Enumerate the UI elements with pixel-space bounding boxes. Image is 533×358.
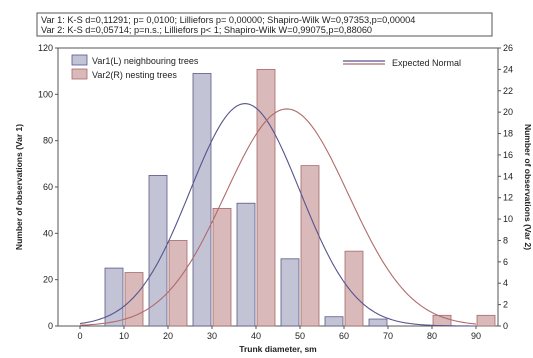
y-axis-left-title: Number of observations (Var 1)	[14, 124, 24, 250]
y-right-tick-label: 18	[503, 129, 513, 139]
stats-box-frame	[36, 12, 493, 37]
y-right-tick-label: 10	[503, 214, 513, 224]
y-right-tick-label: 12	[503, 193, 513, 203]
bar-var1	[368, 318, 388, 327]
x-tick-label: 70	[383, 331, 393, 341]
plot-area-frame	[57, 47, 499, 327]
bar-var2	[300, 165, 320, 327]
x-tick-label: 80	[427, 331, 437, 341]
y-axis-right-title: Number of observations (Var 2)	[523, 124, 533, 250]
y-right-tick-label: 24	[503, 64, 513, 74]
legend-label-var2: Var2(R) nesting trees	[92, 70, 177, 80]
bar-var2	[168, 240, 188, 327]
y-right-tick-label: 0	[503, 321, 508, 331]
y-left-tick-label: 20	[43, 275, 53, 285]
y-right-tick-label: 8	[503, 235, 508, 245]
bar-var1	[236, 202, 256, 327]
legend-swatch-var2	[71, 68, 88, 80]
y-left-tick-label: 60	[43, 182, 53, 192]
bar-var1	[192, 73, 212, 327]
y-left-tick-label: 40	[43, 228, 53, 238]
y-right-tick-label: 2	[503, 300, 508, 310]
y-right-tick-label: 22	[503, 86, 513, 96]
axes: 0 10 20 30 40 50 60 70 80 90020406080100120024681…	[38, 43, 513, 341]
bar-var1	[104, 267, 124, 327]
x-tick-label: 10	[119, 331, 129, 341]
x-tick-label: 0	[77, 331, 82, 341]
normal-curve-var2	[79, 108, 477, 326]
x-tick-label: 40	[251, 331, 261, 341]
y-right-tick-label: 14	[503, 171, 513, 181]
y-right-tick-label: 20	[503, 107, 513, 117]
y-left-tick-label: 0	[48, 321, 53, 331]
bar-var2	[212, 207, 232, 327]
y-right-tick-label: 4	[503, 278, 508, 288]
legend-swatch-var1	[71, 54, 88, 66]
stats-line-var1: Var 1: K-S d=0,11291; p= 0,0100; Lillief…	[41, 15, 415, 25]
y-right-tick-label: 6	[503, 257, 508, 267]
bar-series	[104, 68, 496, 327]
stats-line-var2: Var 2: K-S d=0,05714; p=n.s.; Lilliefors…	[41, 25, 372, 35]
normal-curve-var1	[79, 103, 476, 327]
x-axis-title: Trunk diameter, sm	[239, 344, 317, 354]
x-tick-label: 90	[471, 331, 481, 341]
y-right-tick-label: 16	[503, 150, 513, 160]
y-left-tick-label: 80	[43, 136, 53, 146]
bar-var2	[476, 314, 496, 327]
bar-var1	[148, 175, 168, 327]
x-tick-label: 50	[295, 331, 305, 341]
stats-box: Var 1: K-S d=0,11291; p= 0,0100; Lillief…	[36, 12, 493, 37]
x-tick-label: 20	[163, 331, 173, 341]
bar-var2	[344, 250, 364, 327]
bar-var1	[324, 316, 344, 327]
y-left-tick-label: 120	[38, 43, 53, 53]
bar-var1	[280, 258, 300, 327]
bar-var2	[124, 272, 144, 327]
legend: Var1(L) neighbouring trees Var2(R) nesti…	[71, 54, 461, 80]
y-right-tick-label: 26	[503, 43, 513, 53]
legend-label-var1: Var1(L) neighbouring trees	[92, 56, 199, 66]
x-tick-label: 30	[207, 331, 217, 341]
legend-label-expected-normal: Expected Normal	[392, 58, 461, 68]
x-tick-label: 60	[339, 331, 349, 341]
normal-curves	[79, 103, 477, 327]
bar-var2	[256, 68, 276, 327]
y-left-tick-label: 100	[38, 89, 53, 99]
